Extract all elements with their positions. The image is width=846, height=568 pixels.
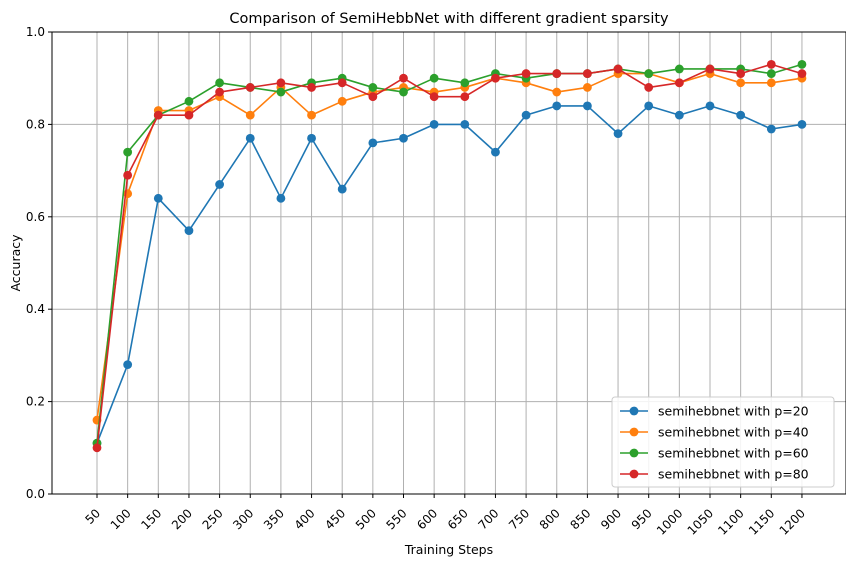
series-line xyxy=(96,63,803,448)
data-point xyxy=(705,101,715,111)
data-point xyxy=(613,129,623,139)
series-line xyxy=(96,63,803,444)
legend-label: semihebbnet with p=60 xyxy=(658,446,809,461)
data-point xyxy=(307,133,316,143)
legend-marker xyxy=(629,406,639,416)
data-point xyxy=(245,83,255,92)
data-point xyxy=(766,124,776,134)
data-point xyxy=(92,443,102,453)
data-point xyxy=(429,92,439,102)
data-point xyxy=(429,73,439,83)
data-point xyxy=(276,78,286,88)
legend-label: semihebbnet with p=20 xyxy=(658,404,809,419)
data-point xyxy=(276,87,286,97)
data-point xyxy=(491,73,500,83)
legend-label: semihebbnet with p=80 xyxy=(658,467,809,482)
data-point xyxy=(215,180,225,189)
data-point xyxy=(123,147,133,157)
data-point xyxy=(644,83,654,92)
data-point xyxy=(153,193,163,203)
data-point xyxy=(583,69,592,78)
data-point xyxy=(123,360,133,370)
data-point xyxy=(184,96,194,106)
data-point xyxy=(337,96,347,106)
data-point xyxy=(460,78,470,88)
legend-box xyxy=(611,396,835,488)
legend-marker xyxy=(629,427,639,437)
data-point xyxy=(583,101,592,111)
data-point xyxy=(460,120,470,129)
data-point xyxy=(307,110,316,120)
data-point xyxy=(674,78,684,88)
data-point xyxy=(399,73,408,83)
y-tick-label: 0.2 xyxy=(26,395,45,409)
legend-entry: semihebbnet with p=40 xyxy=(620,425,809,440)
data-point xyxy=(460,92,470,102)
legend-marker xyxy=(629,448,639,458)
data-point xyxy=(797,69,807,78)
data-point xyxy=(307,83,316,92)
data-point xyxy=(184,226,194,236)
data-point xyxy=(153,110,163,120)
data-point xyxy=(766,78,776,88)
data-point xyxy=(429,120,439,129)
data-point xyxy=(368,138,378,148)
chart-title: Comparison of SemiHebbNet with different… xyxy=(229,11,669,27)
data-point xyxy=(215,87,225,97)
y-tick-label: 0.8 xyxy=(26,117,45,131)
data-point xyxy=(797,120,807,129)
data-point xyxy=(184,110,194,120)
data-point xyxy=(552,69,562,78)
data-point xyxy=(736,69,746,78)
data-point xyxy=(521,110,531,120)
series-layer xyxy=(92,59,807,453)
legend-entry: semihebbnet with p=60 xyxy=(620,446,809,461)
data-point xyxy=(337,184,347,194)
data-point xyxy=(215,78,225,88)
data-point xyxy=(245,110,255,120)
data-point xyxy=(399,87,408,97)
data-point xyxy=(766,69,776,78)
data-point xyxy=(644,101,654,111)
legend: semihebbnet with p=20 semihebbnet with p=… xyxy=(611,396,835,488)
plot-frame xyxy=(51,31,846,495)
data-point xyxy=(797,59,807,69)
y-tick-label: 0.6 xyxy=(26,210,45,224)
data-point xyxy=(705,64,715,74)
data-point xyxy=(368,83,378,92)
data-point xyxy=(337,78,347,88)
data-point xyxy=(613,64,623,74)
data-point xyxy=(521,69,531,78)
y-tick-label: 0.0 xyxy=(26,487,45,501)
legend-marker xyxy=(629,469,639,479)
legend-entry: semihebbnet with p=80 xyxy=(620,467,809,482)
data-point xyxy=(736,110,746,120)
data-point xyxy=(368,92,378,102)
data-point xyxy=(674,110,684,120)
data-point xyxy=(552,101,562,111)
data-point xyxy=(552,87,562,97)
data-point xyxy=(123,170,133,180)
series-line xyxy=(96,105,803,444)
y-axis-label: Accuracy xyxy=(8,234,23,292)
data-point xyxy=(399,133,408,143)
data-point xyxy=(583,83,592,92)
data-point xyxy=(674,64,684,74)
data-point xyxy=(245,133,255,143)
data-point xyxy=(644,69,654,78)
series-4 xyxy=(92,59,807,453)
data-point xyxy=(276,193,286,203)
legend-entry: semihebbnet with p=20 xyxy=(620,404,809,419)
data-point xyxy=(491,147,500,157)
y-tick-label: 1.0 xyxy=(26,25,45,39)
x-axis-label: Training Steps xyxy=(404,542,493,557)
data-point xyxy=(766,59,776,69)
series-1 xyxy=(92,101,807,448)
data-point xyxy=(736,78,746,88)
legend-label: semihebbnet with p=40 xyxy=(658,425,809,440)
y-tick-label: 0.4 xyxy=(26,302,45,316)
